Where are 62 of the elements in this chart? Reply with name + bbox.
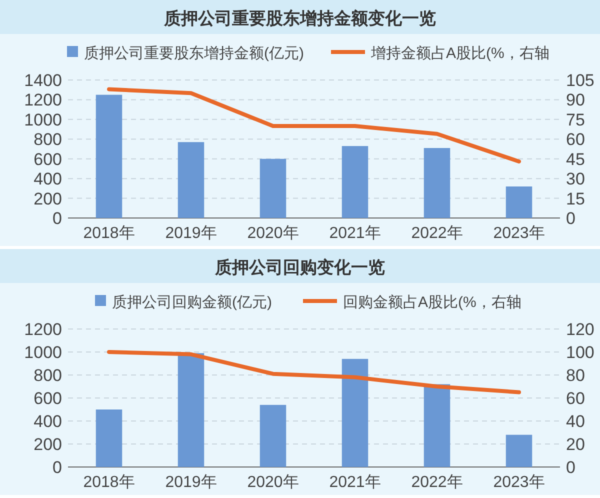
y-tick-label: 400 [34, 412, 62, 431]
chart-title: 质押公司回购变化一览 [214, 258, 385, 277]
y-tick-label: 200 [34, 435, 62, 454]
y2-tick-label: 30 [566, 170, 585, 189]
x-tick-label: 2020年 [247, 225, 299, 242]
x-tick-label: 2022年 [411, 474, 463, 491]
bar [506, 186, 532, 218]
y2-tick-label: 120 [566, 320, 594, 339]
legend-label: 质押公司回购金额(亿元) [112, 294, 272, 311]
y2-tick-label: 20 [566, 435, 585, 454]
x-tick-label: 2023年 [493, 474, 545, 491]
bar [260, 404, 286, 467]
bar [260, 158, 286, 218]
y2-tick-label: 60 [566, 389, 585, 408]
y-tick-label: 600 [34, 150, 62, 169]
y2-tick-label: 40 [566, 412, 585, 431]
y2-tick-label: 45 [566, 150, 585, 169]
y-tick-label: 200 [34, 189, 62, 208]
y2-tick-label: 105 [566, 71, 594, 90]
legend-label: 回购金额占A股比(%，右轴 [343, 294, 522, 311]
x-tick-label: 2021年 [329, 225, 381, 242]
y2-tick-label: 80 [566, 366, 585, 385]
y-tick-label: 1200 [24, 320, 62, 339]
bar [342, 146, 368, 218]
y2-tick-label: 75 [566, 110, 585, 130]
y-tick-label: 400 [34, 170, 62, 189]
x-tick-label: 2018年 [83, 474, 135, 491]
y2-tick-label: 90 [566, 90, 585, 110]
y-tick-label: 800 [34, 130, 62, 150]
bar [178, 142, 204, 218]
bar [424, 148, 450, 218]
y-tick-label: 1000 [24, 343, 62, 362]
y2-tick-label: 0 [566, 209, 576, 228]
bar [178, 353, 204, 467]
chart-title: 质押公司重要股东增持金额变化一览 [163, 9, 436, 28]
y-tick-label: 0 [52, 209, 62, 228]
x-tick-label: 2023年 [493, 225, 545, 242]
x-tick-label: 2018年 [83, 225, 135, 242]
y2-tick-label: 0 [566, 458, 576, 477]
x-tick-label: 2021年 [329, 474, 381, 491]
bar [424, 384, 450, 467]
x-tick-label: 2019年 [165, 225, 217, 242]
y2-tick-label: 100 [566, 343, 594, 362]
line-series [107, 350, 521, 394]
y2-tick-label: 15 [566, 189, 585, 208]
y2-tick-label: 60 [566, 130, 585, 150]
x-tick-label: 2022年 [411, 225, 463, 242]
y-tick-label: 0 [52, 458, 62, 477]
bar [96, 410, 122, 467]
bar [506, 434, 532, 467]
legend-label: 质押公司重要股东增持金额(亿元) [84, 45, 304, 62]
line-series [107, 87, 521, 164]
y-tick-label: 1000 [24, 110, 62, 130]
x-tick-label: 2019年 [165, 474, 217, 491]
bar [96, 94, 122, 218]
y-tick-label: 1400 [24, 71, 62, 90]
y-tick-label: 800 [34, 366, 62, 385]
legend-label: 增持金额占A股比(%，右轴 [370, 45, 550, 62]
y-tick-label: 1200 [24, 90, 62, 110]
x-tick-label: 2020年 [247, 474, 299, 491]
y-tick-label: 600 [34, 389, 62, 408]
bar [342, 358, 368, 467]
